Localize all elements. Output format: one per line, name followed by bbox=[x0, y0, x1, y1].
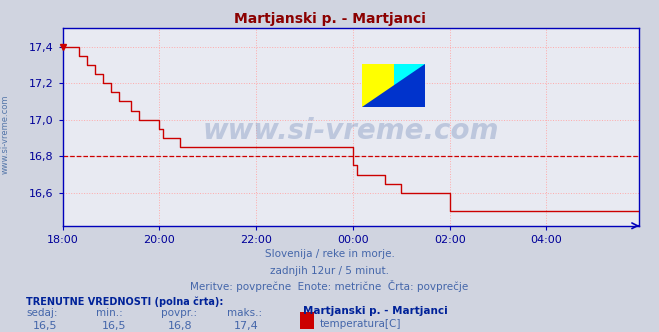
Text: zadnjih 12ur / 5 minut.: zadnjih 12ur / 5 minut. bbox=[270, 266, 389, 276]
Text: TRENUTNE VREDNOSTI (polna črta):: TRENUTNE VREDNOSTI (polna črta): bbox=[26, 296, 224, 307]
Text: www.si-vreme.com: www.si-vreme.com bbox=[203, 117, 499, 145]
Bar bbox=[394, 64, 426, 107]
Text: min.:: min.: bbox=[96, 308, 123, 318]
Text: Martjanski p. - Martjanci: Martjanski p. - Martjanci bbox=[303, 306, 448, 316]
Text: 16,5: 16,5 bbox=[102, 321, 127, 331]
Text: Slovenija / reke in morje.: Slovenija / reke in morje. bbox=[264, 249, 395, 259]
Bar bbox=[362, 64, 394, 107]
Text: temperatura[C]: temperatura[C] bbox=[320, 319, 401, 329]
Text: sedaj:: sedaj: bbox=[26, 308, 58, 318]
Polygon shape bbox=[362, 64, 426, 107]
Text: www.si-vreme.com: www.si-vreme.com bbox=[1, 95, 10, 174]
Text: 16,5: 16,5 bbox=[33, 321, 57, 331]
Text: Martjanski p. - Martjanci: Martjanski p. - Martjanci bbox=[233, 12, 426, 26]
Text: 17,4: 17,4 bbox=[234, 321, 259, 331]
Text: povpr.:: povpr.: bbox=[161, 308, 198, 318]
Text: maks.:: maks.: bbox=[227, 308, 262, 318]
Text: Meritve: povprečne  Enote: metrične  Črta: povprečje: Meritve: povprečne Enote: metrične Črta:… bbox=[190, 281, 469, 292]
Text: 16,8: 16,8 bbox=[168, 321, 192, 331]
